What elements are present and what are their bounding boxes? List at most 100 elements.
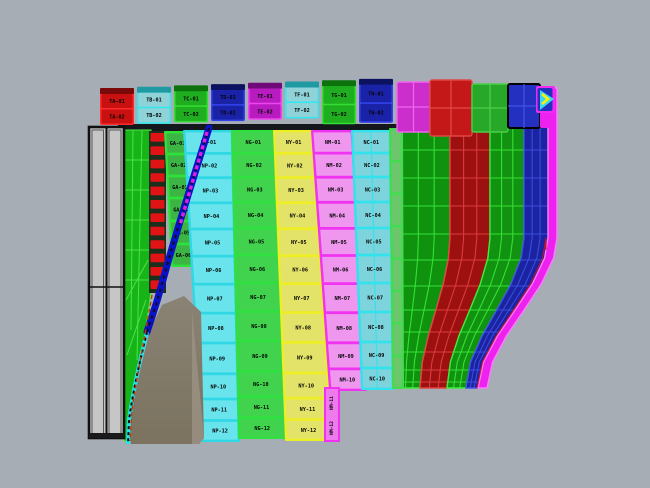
plate-column-pale-cyan[interactable]: NC-01 NC-02 NC-03 NC-04 NC-05 NC-06 NC-07 NC-08… (351, 130, 394, 390)
plate-label: GA-02 (171, 163, 187, 169)
plate-label: NM-03 (328, 188, 344, 194)
plate-label: NY-12 (301, 428, 317, 434)
plate-label: TE-01 (257, 94, 273, 100)
plate-label: NY-09 (297, 356, 313, 362)
plate-label: NM-09 (338, 354, 354, 360)
blue-strake-grid (466, 100, 548, 389)
top-panel-6-cyan[interactable]: TF-01 TF-02 (285, 81, 319, 119)
shadow-seam-band (192, 310, 204, 444)
plate-label: TC-01 (183, 96, 199, 102)
plate-label: NG-03 (247, 188, 263, 194)
plate-label: NP-05 (205, 241, 221, 247)
plate-label: TD-01 (220, 95, 236, 101)
plate-label: TD-02 (220, 111, 236, 117)
plate-label: NY-05 (291, 240, 307, 246)
red-top-panel[interactable] (429, 79, 473, 137)
top-panel-1-red[interactable]: TA-01 TA-02 (100, 88, 134, 125)
blue-top-panel[interactable] (507, 83, 541, 129)
plate-label: NG-02 (246, 163, 262, 169)
stem-magenta-dash (178, 131, 209, 226)
top-panel-3-green[interactable]: TC-01 TC-02 (174, 85, 208, 123)
plate-label: TA-01 (109, 99, 125, 105)
plate-label: NP-09 (209, 356, 225, 362)
stem-lower-dashes (127, 331, 148, 445)
plate-column-magenta[interactable]: NM-01 NM-02 NM-03 NM-04 NM-05 NM-06 NM-07 NM-08… (311, 130, 367, 391)
magenta-sliver[interactable]: NM-11 NM-12 (324, 387, 340, 442)
plate-label: NG-05 (249, 240, 265, 246)
body-top-edge (118, 124, 398, 132)
plate-label: TA-02 (109, 115, 125, 121)
marker-arrow-icon (541, 93, 551, 105)
rim-red-line (476, 237, 547, 389)
plate-label: NC-10 (369, 377, 385, 383)
top-panel-5-magenta[interactable]: TE-01 TE-02 (248, 82, 282, 120)
plate-label: NC-04 (365, 213, 381, 219)
plate-label: NG-04 (248, 213, 264, 219)
plate-label: NM-11 (329, 396, 335, 410)
plate-label: NG-01 (245, 140, 261, 146)
top-panel-4-blue[interactable]: TD-01 TD-02 (211, 84, 245, 122)
red-strake-grid (420, 119, 490, 389)
plate-label: NP-07 (207, 297, 223, 303)
plate-label: TG-01 (331, 93, 347, 99)
top-panel-7-green[interactable]: TG-01 TG-02 (322, 80, 356, 125)
plate-label: NG-12 (254, 426, 270, 432)
plate-label: NY-04 (290, 214, 306, 220)
flat-bar-slab[interactable] (87, 125, 126, 440)
plate-label: NP-12 (212, 429, 228, 435)
frame-edge-red-dash (129, 294, 153, 442)
plate-label: GA-01 (170, 141, 186, 147)
plate-label: NC-05 (366, 240, 382, 246)
plate-label: NY-01 (286, 140, 302, 146)
plate-label: NM-08 (336, 326, 352, 332)
plate-label: GA-06 (176, 253, 192, 259)
plate-label: NG-06 (249, 267, 265, 273)
plate-column-green[interactable]: NG-01 NG-02 NG-03 NG-04 NG-05 NG-06 NG-07 NG-08… (231, 130, 287, 439)
plate-label: NC-03 (365, 188, 381, 194)
plate-label: TC-02 (183, 112, 199, 118)
plate-label: NC-07 (367, 296, 383, 302)
green-frame-grid (125, 130, 150, 361)
plate-label: TE-02 (257, 109, 273, 115)
plate-label: NM-02 (326, 163, 342, 169)
magenta-top-panel[interactable] (396, 81, 431, 133)
plate-label: NY-10 (298, 384, 314, 390)
plate-label: NP-01 (201, 140, 217, 146)
plate-label: NG-09 (252, 354, 268, 360)
plate-label: NY-08 (295, 325, 311, 331)
plate-column-pale-green[interactable] (389, 128, 404, 389)
top-panel-2-cyan[interactable]: TB-01 TB-02 (137, 86, 171, 124)
plate-label: GA-03 (172, 185, 188, 191)
plate-label: NY-02 (287, 163, 303, 169)
plate-label: NM-07 (334, 296, 350, 302)
red-tabs[interactable] (150, 133, 165, 289)
green-top-panel[interactable] (471, 83, 509, 133)
plate-label: NG-10 (253, 382, 269, 388)
plate-label: NP-06 (206, 268, 222, 274)
green-strake-2-grid (447, 114, 524, 389)
plate-column-yellow[interactable]: NY-01 NY-02 NY-03 NY-04 NY-05 NY-06 NY-07 NY-08… (273, 130, 333, 441)
plate-label: NM-06 (333, 268, 349, 274)
plate-label: NC-02 (364, 163, 380, 169)
plate-label: NC-01 (363, 140, 379, 146)
plate-label: NY-06 (292, 268, 308, 274)
plate-label: TF-02 (294, 108, 310, 114)
plate-label: NC-06 (367, 267, 383, 273)
unplated-shadow-region (129, 296, 204, 444)
plate-label: GA-05 (174, 231, 190, 237)
plate-label: NP-10 (210, 384, 226, 390)
plate-label: TH-02 (368, 111, 384, 117)
plate-label: TB-02 (146, 113, 162, 119)
stem-curve-dashes (146, 127, 210, 333)
plate-label: NP-08 (208, 326, 224, 332)
top-panel-8-blue[interactable]: TH-01 TH-02 (359, 78, 393, 123)
plate-label: NC-08 (368, 325, 384, 331)
orientation-marker[interactable] (536, 86, 555, 113)
plate-label: NY-11 (300, 407, 316, 413)
plate-label: NM-10 (339, 378, 355, 384)
plate-label: NY-03 (288, 188, 304, 194)
plate-label: NG-08 (251, 324, 267, 330)
plate-label: NM-05 (331, 240, 347, 246)
